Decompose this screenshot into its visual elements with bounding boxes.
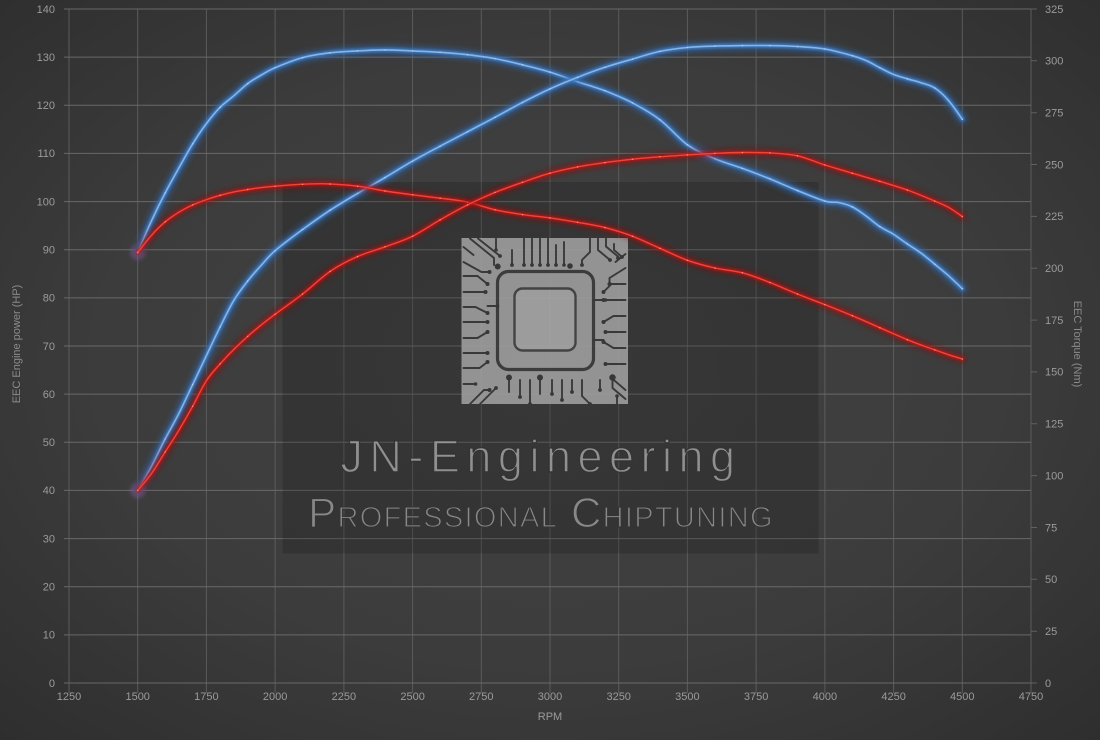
svg-text:1750: 1750 [194, 691, 218, 703]
svg-text:100: 100 [1045, 470, 1063, 482]
svg-text:40: 40 [43, 485, 55, 497]
svg-text:175: 175 [1045, 315, 1063, 327]
svg-text:50: 50 [1045, 574, 1057, 586]
svg-text:120: 120 [37, 100, 55, 112]
svg-text:4000: 4000 [813, 691, 837, 703]
svg-text:30: 30 [43, 533, 55, 545]
svg-text:140: 140 [37, 4, 55, 16]
svg-text:250: 250 [1045, 159, 1063, 171]
svg-text:90: 90 [43, 245, 55, 257]
svg-text:2250: 2250 [332, 691, 356, 703]
svg-text:2500: 2500 [400, 691, 424, 703]
svg-text:225: 225 [1045, 211, 1063, 223]
svg-text:75: 75 [1045, 522, 1057, 534]
svg-text:0: 0 [1045, 678, 1051, 690]
svg-text:200: 200 [1045, 263, 1063, 275]
svg-text:2750: 2750 [469, 691, 493, 703]
svg-text:3000: 3000 [538, 691, 562, 703]
svg-text:325: 325 [1045, 4, 1063, 16]
svg-text:JN-Engineering: JN-Engineering [340, 431, 741, 482]
svg-text:1500: 1500 [125, 691, 149, 703]
svg-text:2000: 2000 [263, 691, 287, 703]
svg-text:110: 110 [37, 148, 55, 160]
svg-text:25: 25 [1045, 626, 1057, 638]
svg-text:70: 70 [43, 341, 55, 353]
svg-text:100: 100 [37, 196, 55, 208]
svg-text:125: 125 [1045, 419, 1063, 431]
svg-text:80: 80 [43, 293, 55, 305]
svg-text:275: 275 [1045, 108, 1063, 120]
svg-text:0: 0 [49, 678, 55, 690]
svg-text:60: 60 [43, 389, 55, 401]
svg-text:RPM: RPM [538, 711, 562, 723]
svg-text:10: 10 [43, 630, 55, 642]
svg-text:300: 300 [1045, 56, 1063, 68]
svg-text:1250: 1250 [57, 691, 81, 703]
svg-text:Professional Chiptuning: Professional Chiptuning [308, 489, 774, 536]
svg-text:3250: 3250 [606, 691, 630, 703]
svg-text:20: 20 [43, 582, 55, 594]
svg-text:3750: 3750 [744, 691, 768, 703]
svg-text:4500: 4500 [950, 691, 974, 703]
svg-text:50: 50 [43, 437, 55, 449]
svg-text:130: 130 [37, 52, 55, 64]
svg-text:150: 150 [1045, 367, 1063, 379]
svg-text:3500: 3500 [675, 691, 699, 703]
svg-text:4750: 4750 [1019, 691, 1043, 703]
svg-text:EEC Torque (Nm): EEC Torque (Nm) [1071, 301, 1083, 388]
svg-text:4250: 4250 [881, 691, 905, 703]
svg-text:EEC Engine power (HP): EEC Engine power (HP) [11, 285, 23, 404]
